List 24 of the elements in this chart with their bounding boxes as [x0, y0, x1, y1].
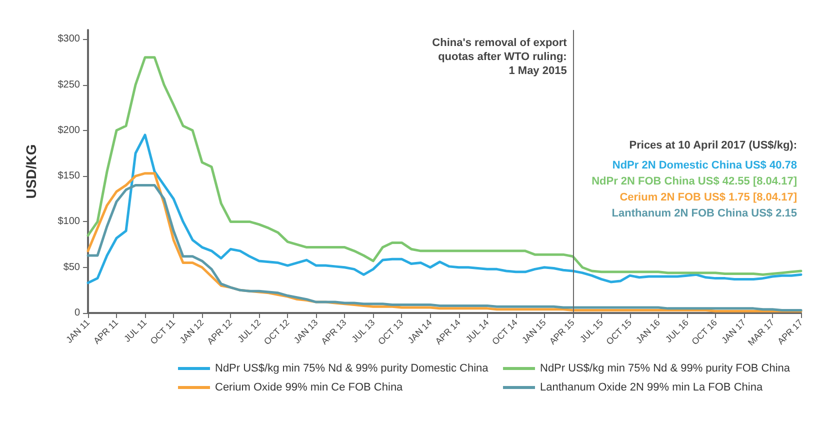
x-tick-label: JUL 15 — [578, 317, 605, 344]
y-tick-label: $300 — [58, 34, 80, 45]
x-tick-label: JUL 11 — [122, 317, 149, 344]
annotation: Lanthanum 2N FOB China US$ 2.15 — [612, 208, 797, 220]
annotation: Prices at 10 April 2017 (US$/kg): — [629, 140, 797, 152]
y-tick-label: $50 — [63, 262, 80, 273]
ref-line-label: China's removal of export quotas after WTO ruling: 1 May 2015 — [432, 37, 568, 77]
y-tick-label: $150 — [58, 170, 80, 182]
legend-label: Lanthanum Oxide 2N 99% min La FOB China — [540, 382, 764, 394]
x-tick-label: JUL 14 — [464, 317, 491, 344]
x-tick-label: JUL 16 — [663, 317, 690, 344]
x-tick-label: JUL 13 — [350, 317, 377, 344]
legend-label: NdPr US$/kg min 75% Nd & 99% purity Domestic China — [215, 362, 490, 374]
annotation: NdPr 2N FOB China US$ 42.55 [8.04.17] — [592, 176, 798, 188]
annotation: Cerium 2N FOB US$ 1.75 [8.04.17] — [620, 192, 798, 204]
y-tick-label: $250 — [58, 79, 80, 90]
legend-label: Cerium Oxide 99% min Ce FOB China — [215, 382, 404, 394]
y-tick-label: $100 — [58, 216, 80, 228]
annotation: NdPr 2N Domestic China US$ 40.78 — [612, 160, 797, 172]
x-tick-label: JUL 12 — [236, 317, 263, 344]
legend-label: NdPr US$/kg min 75% Nd & 99% purity FOB China — [540, 362, 791, 374]
y-tick-label: 0 — [74, 308, 80, 318]
y-tick-label: $200 — [58, 124, 80, 136]
y-axis-title: USD/KG — [23, 144, 39, 199]
